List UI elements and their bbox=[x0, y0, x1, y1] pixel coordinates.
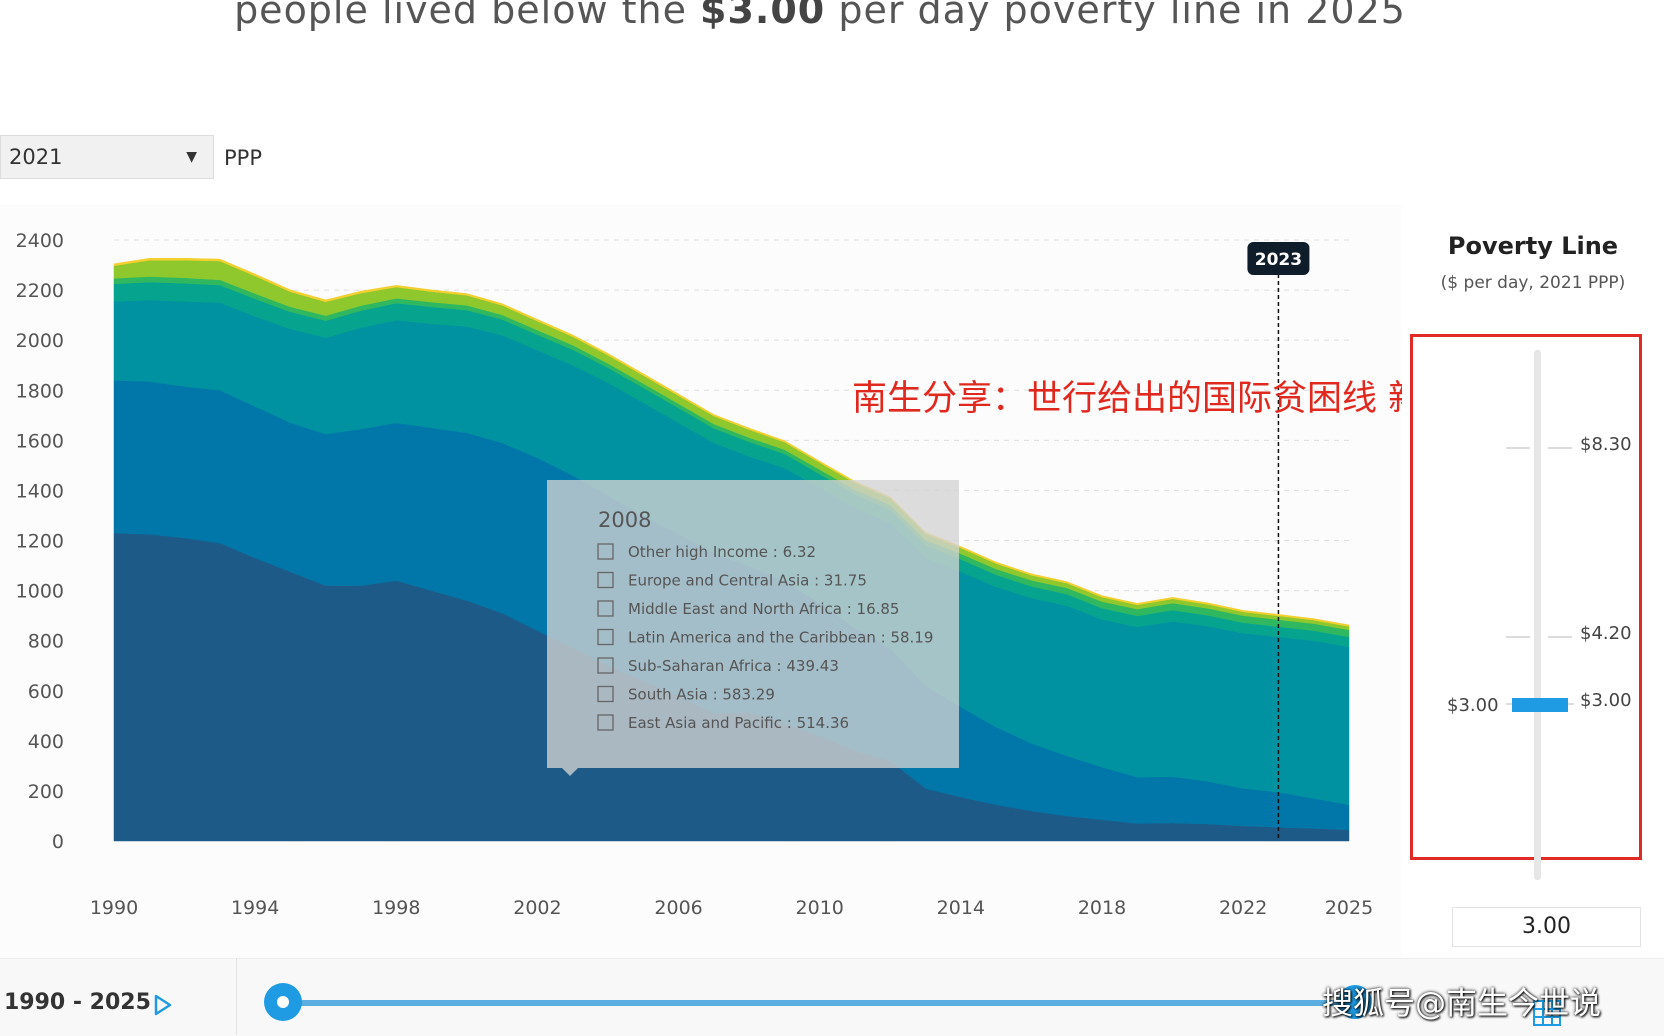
tick-label-300: $3.00 bbox=[1580, 690, 1632, 711]
timeline-end-handle[interactable] bbox=[1338, 985, 1372, 1019]
headline-pre: people lived below the bbox=[234, 0, 701, 32]
y-tick-label: 1000 bbox=[16, 581, 64, 603]
poverty-line-title: Poverty Line bbox=[1447, 232, 1619, 260]
tooltip-item: East Asia and Pacific : 514.36 bbox=[628, 714, 849, 732]
timeline-divider bbox=[236, 958, 237, 1035]
tooltip-checkbox bbox=[597, 685, 614, 703]
x-tick-label: 2010 bbox=[796, 897, 844, 919]
headline: people lived below the $3.00 per day pov… bbox=[0, 0, 1640, 32]
y-tick-label: 800 bbox=[28, 631, 64, 653]
tooltip-item: South Asia : 583.29 bbox=[628, 686, 775, 704]
tooltip-item: Sub-Saharan Africa : 439.43 bbox=[628, 657, 839, 675]
y-tick-label: 400 bbox=[28, 731, 64, 753]
tooltip-item: Europe and Central Asia : 31.75 bbox=[628, 572, 867, 590]
y-tick-label: 1200 bbox=[16, 531, 64, 553]
tooltip-title: 2008 bbox=[598, 508, 651, 532]
x-tick-label: 2002 bbox=[513, 897, 561, 919]
timeline-start-handle[interactable] bbox=[264, 983, 302, 1021]
headline-post: per day poverty line in 2025 bbox=[825, 0, 1406, 32]
chart-panel: 0 200 400 600 800 1000 1200 1400 1600 1800 2000 220… bbox=[0, 205, 1402, 958]
tooltip-pointer bbox=[562, 768, 578, 776]
tooltip-checkbox bbox=[597, 543, 614, 560]
x-tick-label: 1998 bbox=[372, 897, 420, 919]
chevron-down-icon: ▼ bbox=[186, 149, 197, 165]
tick-label-420: $4.20 bbox=[1580, 623, 1632, 644]
tooltip-item: Latin America and the Caribbean : 58.19 bbox=[628, 629, 933, 647]
y-tick-label: 1800 bbox=[16, 380, 64, 402]
headline-amount: $3.00 bbox=[700, 0, 826, 32]
tick-mark-420-left bbox=[1506, 636, 1530, 638]
highlight-box bbox=[1410, 334, 1642, 860]
poverty-line-input[interactable]: 3.00 bbox=[1452, 907, 1641, 947]
poverty-line-slider-track[interactable] bbox=[1534, 350, 1541, 880]
area-other-high-income bbox=[113, 258, 1350, 627]
stacked-area-chart[interactable]: 0 200 400 600 800 1000 1200 1400 1600 1800 2000 220… bbox=[0, 205, 1402, 958]
x-tick-label: 2025 bbox=[1325, 897, 1373, 919]
y-tick-label: 2000 bbox=[16, 330, 64, 352]
marker-label: 2023 bbox=[1255, 250, 1302, 270]
y-tick-label: 2200 bbox=[16, 280, 64, 302]
x-tick-label: 2006 bbox=[654, 897, 702, 919]
ppp-year-value: 2021 bbox=[9, 145, 63, 169]
marker-badge bbox=[1247, 242, 1310, 275]
play-icon[interactable] bbox=[153, 994, 173, 1016]
table-icon[interactable] bbox=[1533, 1000, 1561, 1026]
tooltip-checkbox bbox=[597, 571, 614, 589]
tooltip-item: Other high Income : 6.32 bbox=[628, 543, 816, 561]
y-tick-label: 1600 bbox=[16, 430, 64, 452]
y-tick-label: 600 bbox=[28, 681, 64, 703]
x-tick-label: 1994 bbox=[231, 897, 279, 919]
tick-mark-830-right bbox=[1548, 447, 1572, 449]
watermark: 搜狐号@南生今世说 bbox=[1322, 986, 1601, 1022]
poverty-line-handle[interactable] bbox=[1512, 698, 1568, 712]
tick-mark-300-right bbox=[1568, 703, 1574, 705]
tick-label-830: $8.30 bbox=[1580, 434, 1632, 455]
ppp-label: PPP bbox=[224, 146, 262, 170]
y-tick-label: 200 bbox=[28, 781, 64, 803]
tooltip-checkbox bbox=[597, 628, 614, 646]
y-tick-label: 2400 bbox=[16, 230, 64, 252]
timeline-track[interactable] bbox=[284, 1000, 1356, 1006]
annotation-note: 南生分享：世行给出的国际贫困线 新数值 bbox=[852, 379, 1402, 419]
x-tick-label: 2018 bbox=[1078, 897, 1126, 919]
tooltip-checkbox bbox=[597, 657, 614, 674]
tooltip-checkbox bbox=[597, 600, 614, 617]
ppp-year-select[interactable]: 2021 ▼ bbox=[0, 135, 214, 179]
x-tick-label: 2022 bbox=[1219, 897, 1267, 919]
tooltip-item: Middle East and North Africa : 16.85 bbox=[628, 600, 899, 618]
poverty-line-handle-label: $3.00 bbox=[1447, 695, 1499, 716]
poverty-line-subtitle: ($ per day, 2021 PPP) bbox=[1440, 273, 1626, 293]
x-tick-label: 1990 bbox=[90, 897, 138, 919]
tick-mark-420-right bbox=[1548, 636, 1572, 638]
y-tick-label: 1400 bbox=[16, 480, 64, 502]
tooltip-box bbox=[547, 480, 959, 768]
x-tick-label: 2014 bbox=[937, 897, 985, 919]
y-tick-label: 0 bbox=[52, 831, 64, 853]
tooltip-checkbox bbox=[597, 714, 614, 731]
tick-mark-300-left bbox=[1506, 703, 1512, 705]
timeline-range-label: 1990 - 2025 bbox=[4, 990, 151, 1015]
tick-mark-830-left bbox=[1506, 447, 1530, 449]
